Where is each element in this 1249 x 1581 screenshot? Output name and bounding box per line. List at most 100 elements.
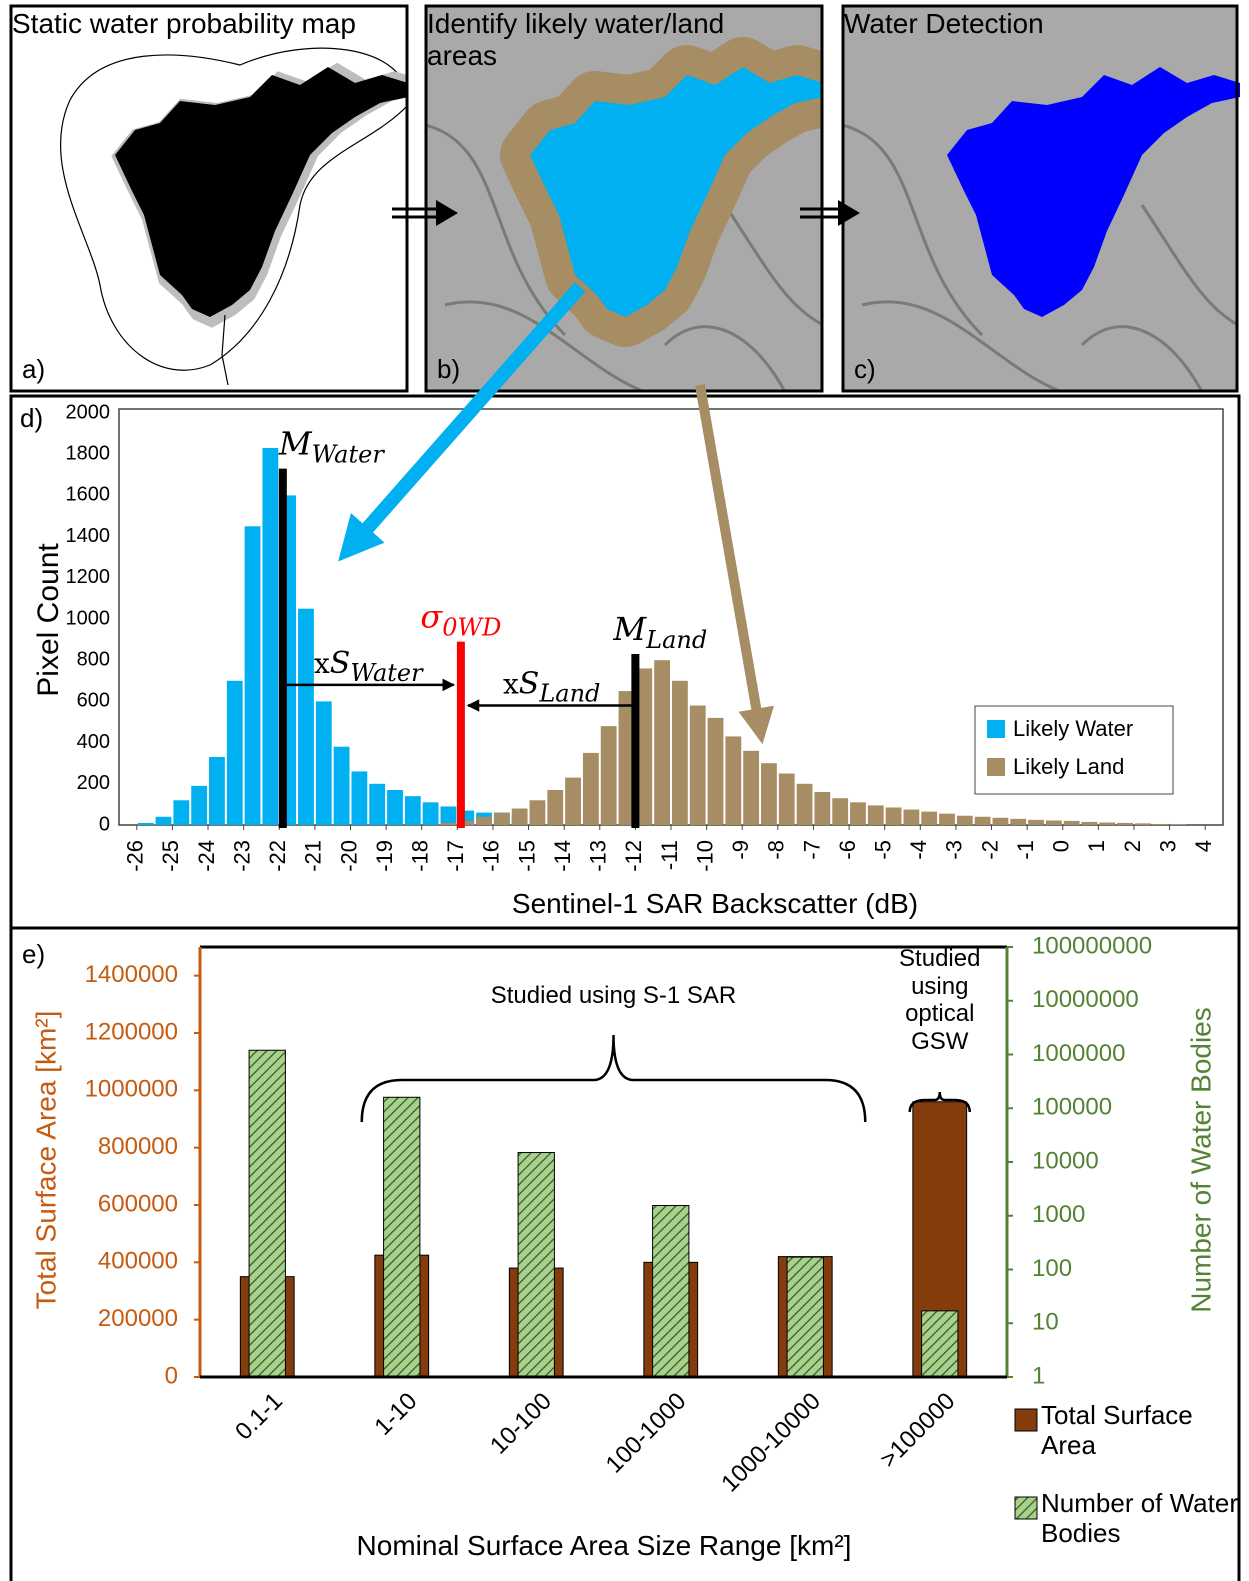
y-tick-label: 800000 [98,1133,178,1160]
legend-swatch [1015,1409,1037,1431]
x-tick-label: 1-10 [369,1388,422,1441]
histogram-bar [156,817,172,825]
panel-title-box: Static water probability map [12,8,412,88]
histogram-bar [1099,823,1115,825]
histogram-bar [173,800,189,825]
histogram-bar [601,726,617,825]
legend-label-box: Number of Water Bodies [1041,1489,1246,1559]
x-tick-label: 0.1-1 [230,1388,288,1446]
histogram-bar [975,817,991,825]
x-tick-label: -8 [764,840,789,860]
y2-tick-label: 1 [1032,1362,1045,1389]
annotation: Studied using optical GSW [882,945,998,1055]
y-tick-label: 0 [99,813,110,835]
x-tick-label: 100-1000 [601,1388,692,1479]
x-tick-label: 10-100 [485,1388,557,1460]
y-tick-label: 400000 [98,1248,178,1275]
marker-symbol: σ [420,598,443,636]
histogram-bar [405,796,421,825]
y2-tick-label: 10000 [1032,1147,1099,1174]
marker-symbol: M [612,610,647,648]
y-tick-label: 1000000 [85,1076,178,1103]
y2-axis-title: Number of Water Bodies [1185,1007,1216,1313]
y-tick-label: 600 [77,690,110,712]
legend-swatch [987,758,1005,776]
spread-symbol: S [330,646,351,681]
histogram-bar [476,817,492,825]
histogram-bar [672,681,688,825]
x-tick-label: 1000-10000 [716,1388,826,1498]
histogram-bar [423,802,439,825]
x-tick-label: -19 [372,840,397,872]
y-tick-label: 1400 [66,525,111,547]
histogram-bar [725,736,741,825]
y-tick-label: 1000 [66,607,111,629]
x-tick-label: -18 [408,840,433,872]
histogram-bar [191,786,207,825]
y-axis-title: Total Surface Area [km²] [30,1011,61,1310]
histogram-bar [369,784,385,825]
x-tick-label: -24 [194,840,219,872]
bar [384,1097,420,1377]
x-tick-label: 3 [1155,840,1180,852]
x-tick-label: -26 [123,840,148,872]
y-tick-label: 600000 [98,1190,178,1217]
spread-prefix: x [314,647,330,680]
y-tick-label: 2000 [66,401,111,423]
bar [922,1311,958,1377]
x-axis-title: Nominal Surface Area Size Range [km²] [357,1530,852,1561]
x-tick-label: 1 [1084,840,1109,852]
page: d)0200400600800100012001400160018002000-… [0,0,1249,1581]
y2-tick-label: 1000 [1032,1201,1085,1228]
histogram-bar [1171,824,1187,825]
spread-subscript: Water [350,659,424,687]
marker-subscript: 0WD [442,614,501,642]
spread-subscript: Land [538,680,600,708]
x-tick-label: -1 [1013,840,1038,860]
histogram-bar [921,812,937,825]
panel-title-box: Identify likely water/land areas [427,8,797,88]
x-tick-label: 4 [1191,840,1216,852]
annotation-box: Studied using S-1 SAR [414,982,814,1022]
y-tick-label: 200 [77,772,110,794]
y-tick-label: 1400000 [85,961,178,988]
panel-label: b) [437,354,460,384]
x-tick-label: -5 [870,840,895,860]
bar [787,1257,823,1377]
y-tick-label: 1200000 [85,1018,178,1045]
legend-label: Likely Land [1013,754,1124,779]
y-tick-label: 800 [77,648,110,670]
x-tick-label: -7 [799,840,824,860]
annotation-box: Studied using optical GSW [882,945,998,1095]
histogram-bar [583,753,599,825]
x-tick-label: -9 [728,840,753,860]
histogram-bar [850,802,866,825]
panel-label: e) [22,939,45,969]
y-tick-label: 0 [165,1362,178,1389]
y-tick-label: 1600 [66,484,111,506]
legend-swatch [987,720,1005,738]
x-axis-title: Sentinel-1 SAR Backscatter (dB) [512,888,918,919]
histogram-bar [886,807,902,825]
histogram-bar [708,718,724,825]
x-tick-label: -11 [657,840,682,870]
x-tick-label: -20 [336,840,361,872]
panel-title: Identify likely water/land areas [427,8,797,72]
y2-tick-label: 100 [1032,1255,1072,1282]
histogram-bar [209,757,225,825]
bar [249,1050,285,1377]
histogram-bar [993,818,1009,825]
marker-symbol: M [278,425,313,463]
histogram-bar [298,609,314,825]
x-tick-label: -10 [692,840,717,872]
x-tick-label: >100000 [875,1388,961,1474]
histogram-bar [547,790,563,825]
x-tick-label: -16 [479,840,504,872]
histogram-bar [565,778,581,825]
histogram-bar [441,806,457,825]
y-tick-label: 200000 [98,1305,178,1332]
histogram-bar [1046,820,1062,825]
x-tick-label: -17 [443,840,468,872]
x-tick-label: -2 [977,840,1002,860]
y-tick-label: 1800 [66,442,111,464]
